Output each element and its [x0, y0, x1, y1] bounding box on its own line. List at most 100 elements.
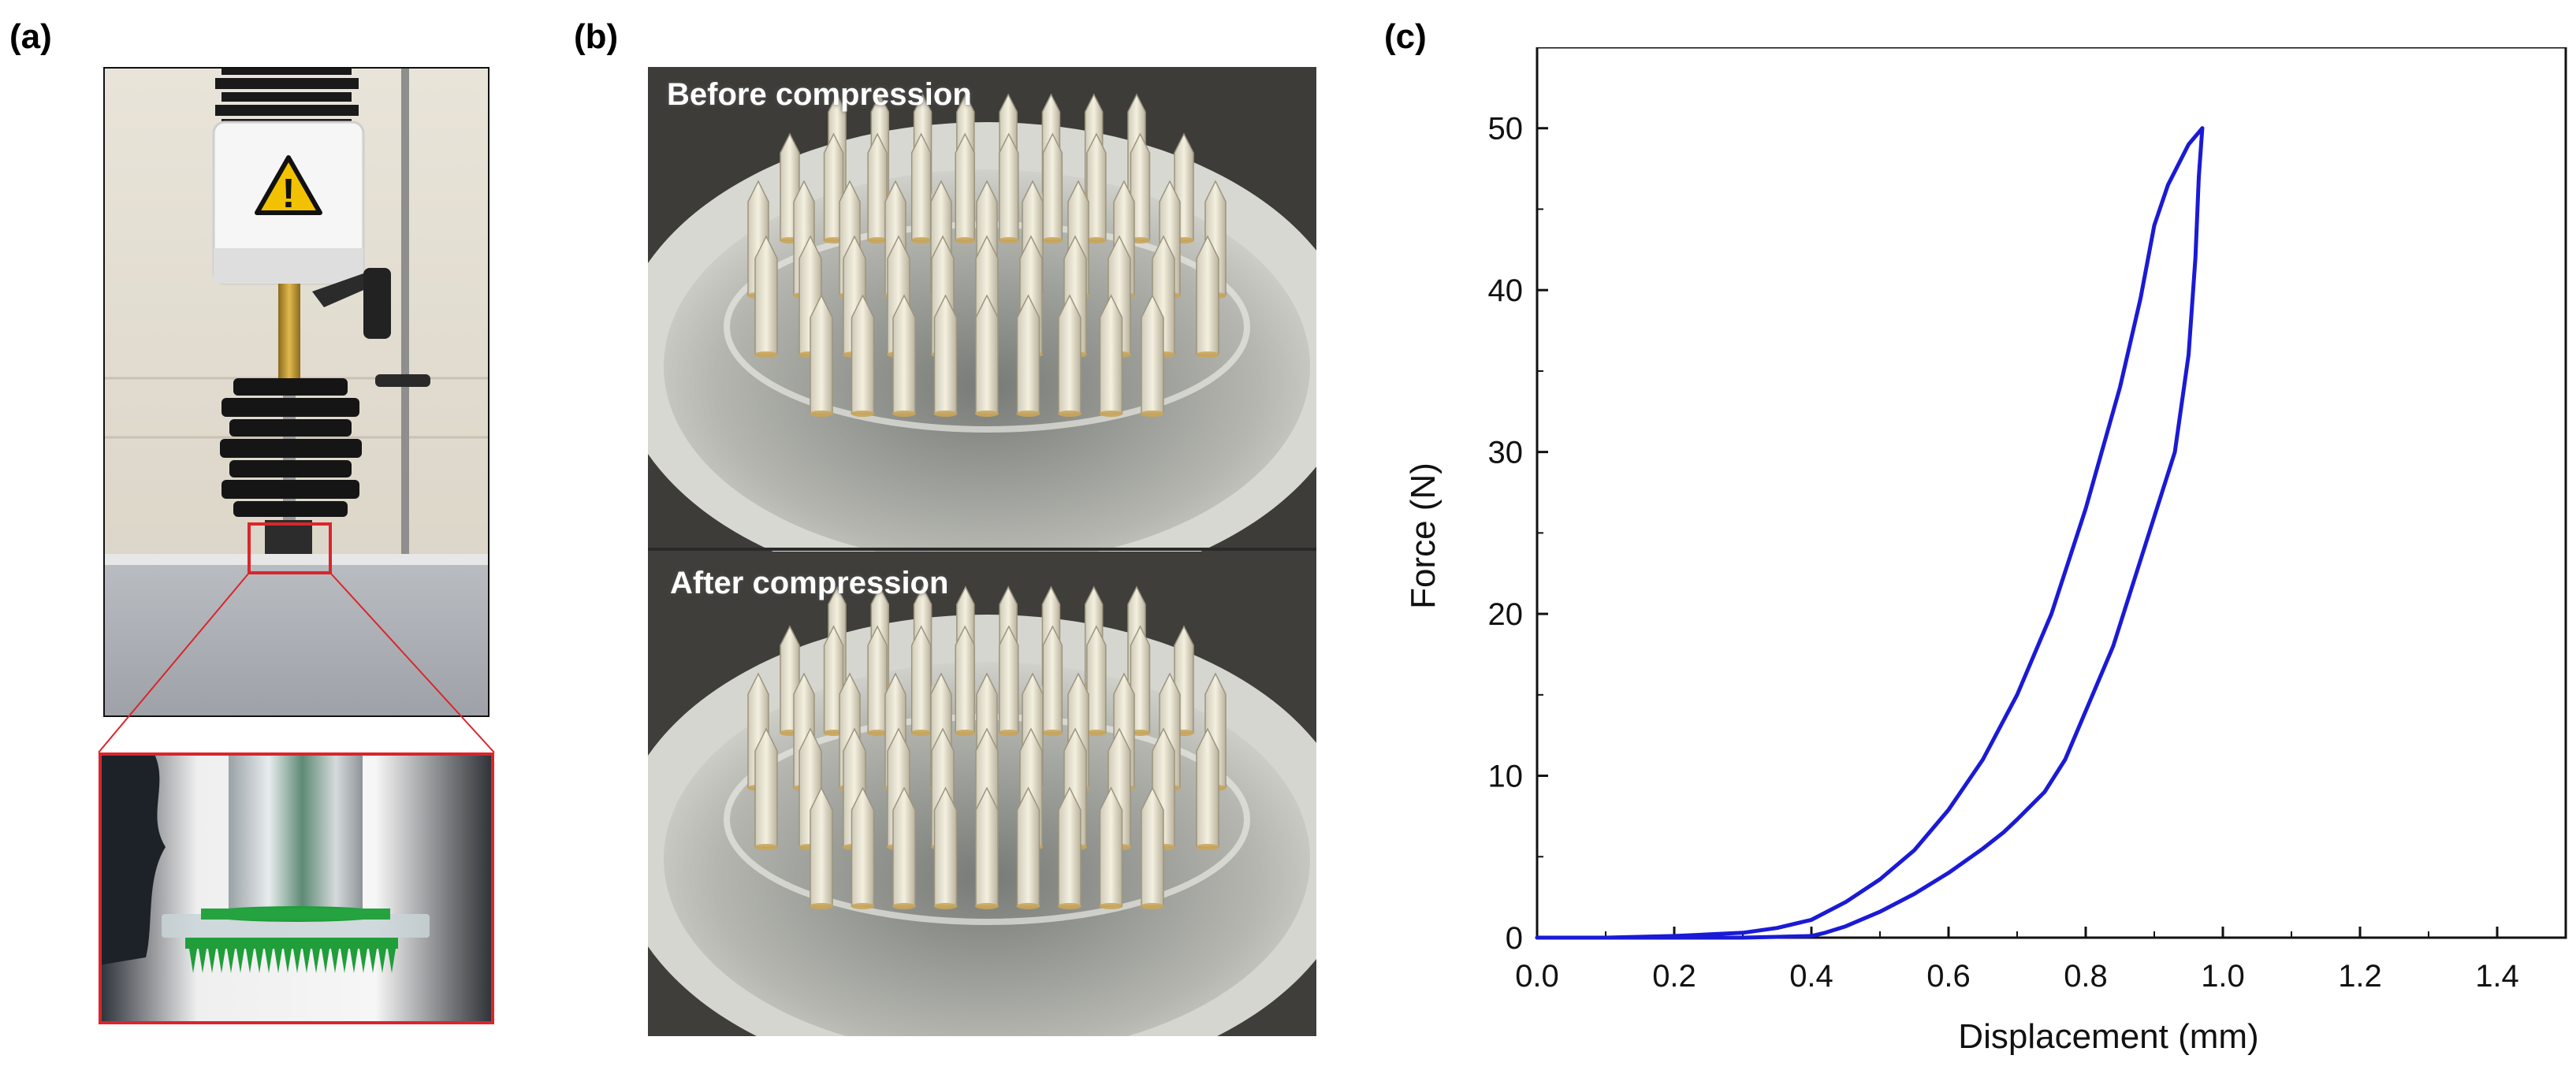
- closeup-needle-20: [378, 949, 386, 973]
- plot-frame: [1536, 47, 2567, 939]
- before-needle-45: [1016, 294, 1040, 414]
- y-axis-label: Force (N): [1404, 463, 1442, 609]
- before-needle-47: [1099, 294, 1123, 414]
- after-needle-13: [999, 625, 1019, 734]
- closeup-needle-5: [236, 949, 244, 973]
- after-needle-base-44: [975, 903, 999, 909]
- before-needle-base-12: [955, 237, 976, 243]
- after-needle-base-43: [933, 903, 958, 909]
- closeup-needle-18: [359, 949, 367, 973]
- before-needle-base-44: [975, 411, 999, 417]
- after-compression-caption: After compression: [670, 566, 949, 600]
- closeup-needle-0: [189, 949, 197, 973]
- before-needle-44: [975, 294, 999, 414]
- after-needle-39: [1196, 727, 1219, 848]
- before-needle-10: [867, 132, 888, 241]
- after-needle-40: [810, 786, 833, 907]
- before-needle-base-16: [1130, 237, 1151, 243]
- needle-array-closeup-photo: [99, 752, 494, 1024]
- after-needle-45: [1016, 786, 1040, 907]
- after-needle-42: [892, 786, 916, 907]
- before-needle-base-15: [1085, 237, 1107, 243]
- after-compression-photo: [648, 552, 1316, 1036]
- after-needle-base-29: [754, 844, 778, 850]
- before-needle-12: [955, 132, 975, 241]
- after-needle-44: [975, 786, 999, 907]
- before-needle-base-43: [933, 411, 958, 417]
- closeup-needle-14: [322, 949, 329, 973]
- test-machine-photo: !: [103, 67, 490, 717]
- closeup-needle-9: [274, 949, 282, 973]
- before-needle-base-46: [1058, 411, 1081, 417]
- after-needle-base-15: [1085, 730, 1107, 736]
- closeup-needle-6: [246, 949, 254, 973]
- closeup-needle-4: [227, 949, 235, 973]
- after-needle-15: [1086, 625, 1107, 734]
- after-needle-base-47: [1099, 903, 1123, 909]
- after-needle-48: [1141, 786, 1164, 907]
- closeup-needle-21: [388, 949, 396, 973]
- closeup-needle-1: [199, 949, 207, 973]
- force-displacement-chart: 0.0 0.2 0.4 0.6 0.8 1.0 1.2 1.4 0 10 20 30 40 50 Disp…: [1404, 47, 2567, 1056]
- before-needle-29: [754, 235, 778, 355]
- before-compression-photo: [648, 67, 1316, 552]
- closeup-needle-7: [255, 949, 263, 973]
- series-line-loading: [1535, 126, 2205, 940]
- after-needle-base-13: [998, 730, 1019, 736]
- after-needle-14: [1042, 625, 1063, 734]
- closeup-needle-8: [265, 949, 273, 973]
- y-tick-label-1: 10: [1488, 760, 1524, 794]
- x-tick-label-4: 0.8: [2064, 959, 2108, 994]
- after-needle-41: [851, 786, 875, 907]
- after-needle-29: [754, 727, 778, 848]
- svg-text:!: !: [281, 171, 295, 217]
- closeup-needle-17: [350, 949, 358, 973]
- closeup-needle-3: [218, 949, 225, 973]
- before-needle-15: [1086, 132, 1107, 241]
- closeup-needle-15: [331, 949, 339, 973]
- after-needle-base-10: [867, 730, 888, 736]
- after-needle-base-45: [1016, 903, 1040, 909]
- before-needle-14: [1042, 132, 1063, 241]
- closeup-needle-16: [341, 949, 348, 973]
- before-needle-43: [933, 294, 958, 414]
- panel-a-label: (a): [9, 17, 52, 56]
- before-needle-base-42: [892, 411, 916, 417]
- before-compression-caption: Before compression: [667, 77, 972, 112]
- before-needle-48: [1141, 294, 1164, 414]
- before-needle-41: [851, 294, 875, 414]
- after-needle-11: [910, 625, 932, 734]
- x-axis-label: Displacement (mm): [1958, 1017, 2258, 1056]
- after-needle-base-41: [851, 903, 875, 909]
- before-needle-base-40: [810, 411, 833, 417]
- after-needle-base-9: [823, 730, 844, 736]
- x-tick-label-5: 1.0: [2201, 959, 2245, 994]
- before-needle-13: [999, 132, 1019, 241]
- before-needle-base-14: [1042, 237, 1063, 243]
- panel-b-label: (b): [574, 17, 619, 56]
- y-tick-label-4: 40: [1488, 273, 1524, 308]
- after-needle-10: [867, 625, 888, 734]
- after-needle-base-46: [1058, 903, 1081, 909]
- closeup-needle-19: [369, 949, 377, 973]
- closeup-needle-2: [208, 949, 216, 973]
- before-needle-base-11: [910, 237, 932, 243]
- before-needle-base-29: [754, 351, 778, 358]
- before-needle-base-39: [1196, 351, 1219, 358]
- after-needle-base-16: [1130, 730, 1151, 736]
- x-tick-label-6: 1.2: [2338, 959, 2382, 994]
- after-needle-46: [1058, 786, 1081, 907]
- closeup-needle-10: [284, 949, 292, 973]
- x-tick-label-2: 0.4: [1789, 959, 1833, 994]
- after-needle-base-12: [955, 730, 976, 736]
- y-tick-label-3: 30: [1488, 436, 1524, 470]
- x-tick-label-0: 0.0: [1515, 959, 1559, 994]
- x-tick-label-1: 0.2: [1652, 959, 1696, 994]
- after-needle-base-42: [892, 903, 916, 909]
- before-needle-base-47: [1099, 411, 1123, 417]
- before-needle-11: [910, 132, 932, 241]
- y-tick-label-5: 50: [1488, 112, 1524, 147]
- series-line-unloading: [1535, 126, 2205, 940]
- after-needle-47: [1099, 786, 1123, 907]
